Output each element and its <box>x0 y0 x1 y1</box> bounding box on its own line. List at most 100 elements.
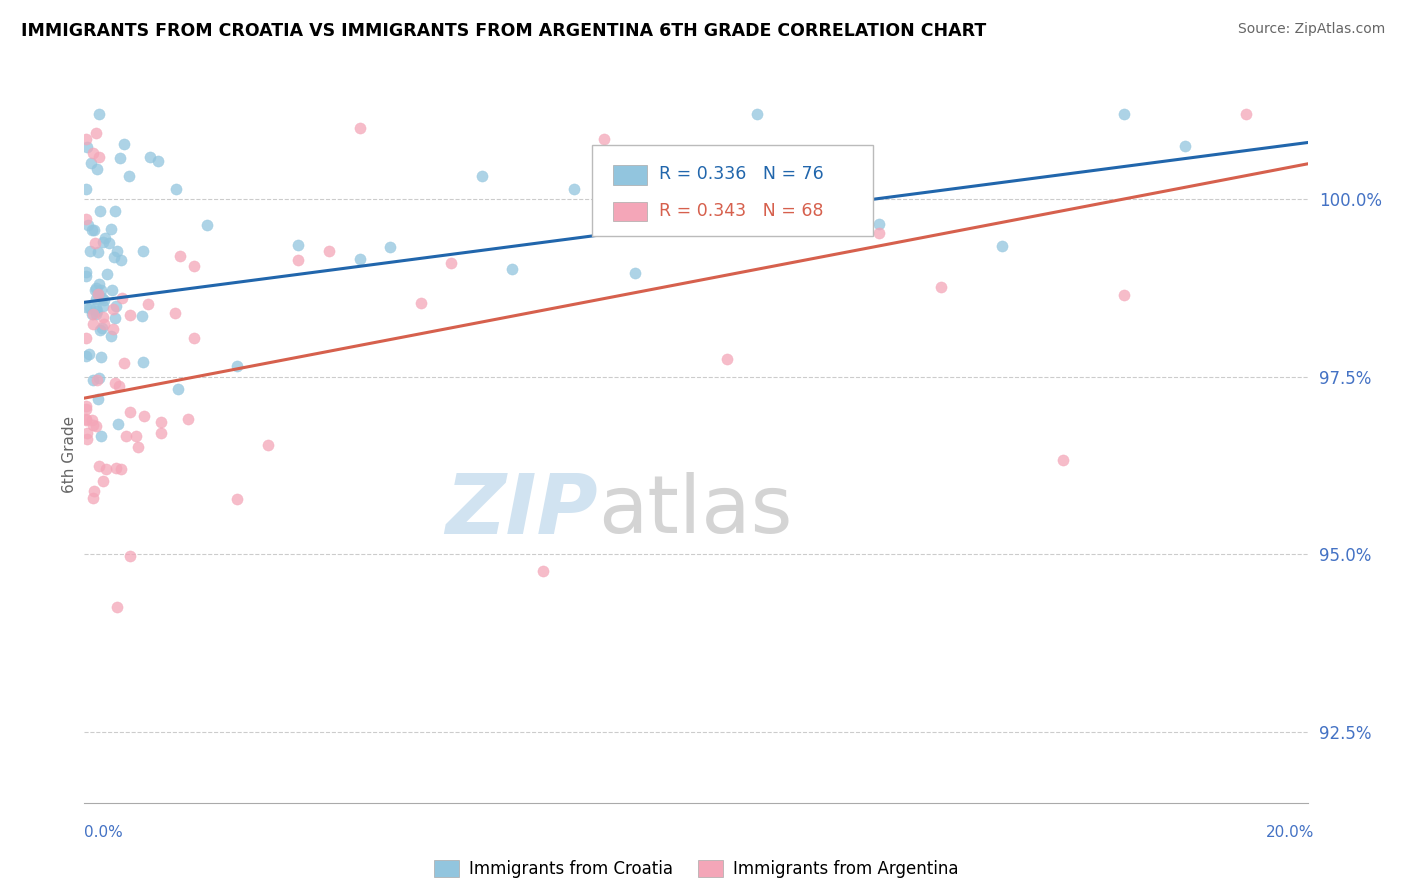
Point <box>82 373 104 387</box>
Legend: Immigrants from Croatia, Immigrants from Argentina: Immigrants from Croatia, Immigrants from… <box>427 854 965 885</box>
Point <box>110 253 132 268</box>
Point <box>79 244 101 258</box>
Point <box>75 182 97 196</box>
Point <box>89 107 111 121</box>
Point <box>169 248 191 262</box>
Point <box>100 222 122 236</box>
Point <box>776 221 799 235</box>
Point <box>84 292 107 306</box>
Point <box>82 491 104 505</box>
Point <box>127 441 149 455</box>
Point <box>501 262 523 277</box>
Point <box>87 286 110 301</box>
Point <box>132 244 155 259</box>
Point <box>75 269 97 284</box>
Point <box>146 153 169 168</box>
Point <box>111 292 134 306</box>
Point <box>110 461 132 475</box>
Point <box>349 252 371 266</box>
Point <box>84 418 107 433</box>
Point <box>80 413 103 427</box>
Point <box>84 281 107 295</box>
Point <box>624 266 647 280</box>
Point <box>101 302 124 317</box>
Point <box>76 432 98 446</box>
Point <box>104 204 127 219</box>
Point <box>104 376 127 391</box>
Point <box>91 474 114 488</box>
Point <box>104 299 127 313</box>
Point <box>84 283 107 297</box>
Point <box>82 307 104 321</box>
Point <box>380 240 402 254</box>
Point <box>83 484 105 499</box>
Point <box>84 307 107 321</box>
Point <box>165 182 187 196</box>
Point <box>93 317 115 331</box>
Point <box>108 151 131 165</box>
Point <box>624 201 647 215</box>
Point <box>112 356 135 370</box>
Point <box>75 132 97 146</box>
Point <box>75 265 97 279</box>
Point <box>83 223 105 237</box>
Point <box>132 355 155 369</box>
Point <box>86 303 108 318</box>
FancyBboxPatch shape <box>613 202 647 221</box>
Point <box>990 239 1012 253</box>
Point <box>124 429 146 443</box>
Point <box>1234 107 1257 121</box>
Point <box>75 301 97 315</box>
Point <box>86 126 108 140</box>
Text: Source: ZipAtlas.com: Source: ZipAtlas.com <box>1237 22 1385 37</box>
Point <box>87 277 110 291</box>
Point <box>440 256 463 270</box>
Point <box>84 235 107 250</box>
Point <box>75 349 97 363</box>
Point <box>89 204 111 219</box>
Point <box>82 317 104 331</box>
Point <box>593 132 616 146</box>
Y-axis label: 6th Grade: 6th Grade <box>62 417 77 493</box>
Point <box>107 244 129 258</box>
Point <box>101 322 124 336</box>
Point <box>75 212 97 227</box>
Text: 0.0%: 0.0% <box>84 825 124 840</box>
Text: ZIP: ZIP <box>446 470 598 551</box>
Point <box>90 350 112 364</box>
Point <box>183 331 205 345</box>
Point <box>471 169 494 183</box>
Point <box>82 145 104 160</box>
Text: atlas: atlas <box>598 472 793 549</box>
Point <box>96 267 118 281</box>
Point <box>869 217 891 231</box>
Point <box>91 291 114 305</box>
Text: R = 0.336   N = 76: R = 0.336 N = 76 <box>659 165 824 183</box>
Point <box>87 458 110 473</box>
Point <box>409 296 432 310</box>
FancyBboxPatch shape <box>592 145 873 235</box>
Point <box>112 136 135 151</box>
Point <box>76 219 98 233</box>
Point <box>257 437 280 451</box>
FancyBboxPatch shape <box>613 165 647 185</box>
Point <box>1114 107 1136 121</box>
Point <box>94 462 117 476</box>
Point <box>195 218 218 232</box>
Point <box>104 461 127 475</box>
Point <box>76 139 98 153</box>
Text: IMMIGRANTS FROM CROATIA VS IMMIGRANTS FROM ARGENTINA 6TH GRADE CORRELATION CHART: IMMIGRANTS FROM CROATIA VS IMMIGRANTS FR… <box>21 22 987 40</box>
Point <box>91 310 114 324</box>
Point <box>745 107 768 121</box>
Point <box>685 178 707 192</box>
Point <box>93 293 115 307</box>
Point <box>150 415 173 429</box>
Point <box>349 120 371 135</box>
Point <box>75 331 97 345</box>
Point <box>98 235 121 250</box>
Point <box>287 238 309 252</box>
Point <box>716 351 738 366</box>
Point <box>226 359 249 373</box>
Point <box>84 301 107 315</box>
Point <box>869 227 891 241</box>
